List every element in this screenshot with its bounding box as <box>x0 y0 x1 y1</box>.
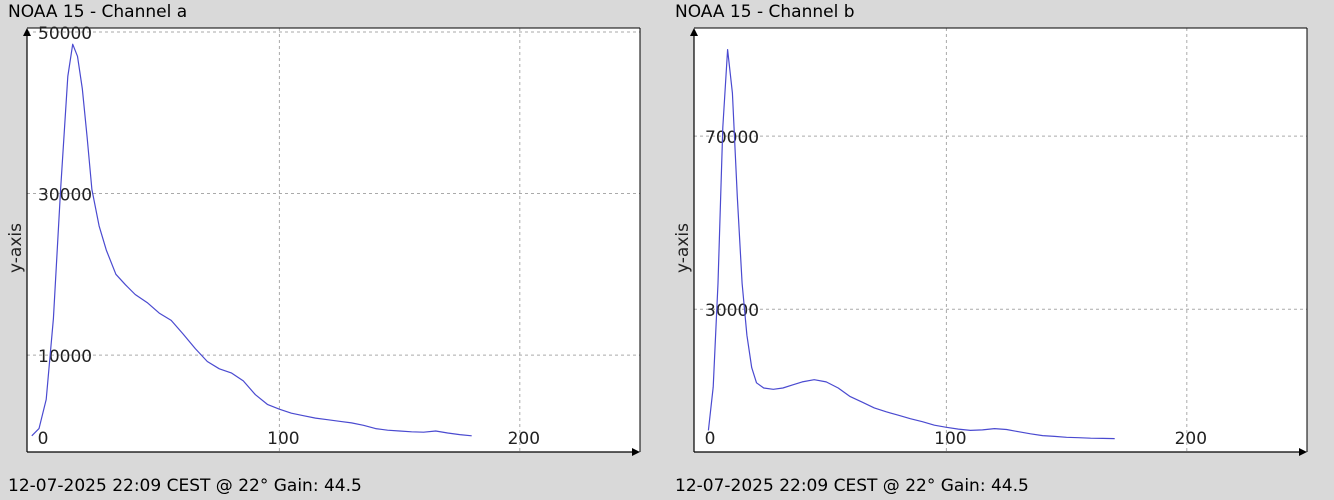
x-tick-label: 100 <box>934 429 966 449</box>
x-tick-label: 100 <box>267 429 299 449</box>
x-axis-arrow <box>632 448 640 456</box>
y-axis-arrow <box>23 28 31 36</box>
y-tick-label: 50000 <box>38 24 92 44</box>
chart-panel-b: NOAA 15 - Channel b 0 100 200 30000 70000 y-a… <box>667 0 1334 500</box>
series-line-0 <box>707 48 1115 440</box>
x-axis-arrow <box>1299 448 1307 456</box>
chart-panel-a: NOAA 15 - Channel a 0 100 200 10000 30000 500… <box>6 2 641 496</box>
chart-footer: 12-07-2025 22:09 CEST @ 22° Gain: 44.5 <box>675 476 1029 496</box>
y-axis-label: y-axis <box>6 223 26 273</box>
y-tick-label: 70000 <box>705 128 759 148</box>
chart-title: NOAA 15 - Channel a <box>8 2 188 22</box>
x-tick-label: 0 <box>38 429 49 449</box>
y-axis-arrow <box>690 28 698 36</box>
series-line-0 <box>31 43 472 437</box>
x-tick-label: 0 <box>705 429 716 449</box>
chart-plot-b: 0 100 200 30000 70000 y-axis <box>673 27 1308 456</box>
y-tick-label: 30000 <box>38 186 92 206</box>
plot-area <box>694 28 1307 452</box>
plot-area <box>27 28 640 452</box>
y-tick-label: 10000 <box>38 347 92 367</box>
x-tick-label: 200 <box>508 429 540 449</box>
x-tick-label: 200 <box>1175 429 1207 449</box>
chart-plot-a: 0 100 200 10000 30000 50000 y-axis <box>6 24 641 456</box>
y-tick-label: 30000 <box>705 301 759 321</box>
chart-title: NOAA 15 - Channel b <box>675 2 855 22</box>
y-axis-label: y-axis <box>673 223 693 273</box>
chart-footer: 12-07-2025 22:09 CEST @ 22° Gain: 44.5 <box>8 476 362 496</box>
